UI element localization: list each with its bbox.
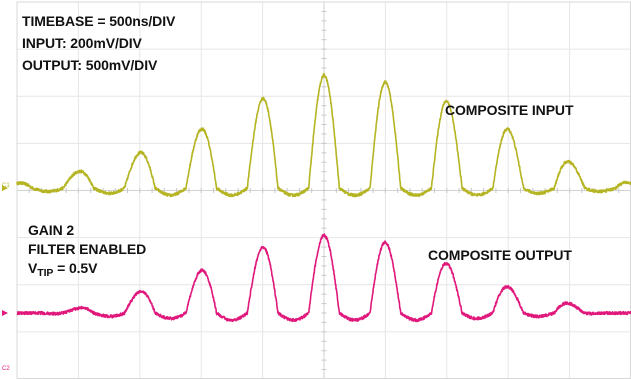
gain-label: GAIN 2: [28, 222, 75, 238]
filter-label: FILTER ENABLED: [28, 241, 147, 257]
vtip-value: = 0.5V: [53, 260, 98, 276]
channel-1-marker: C1: [2, 183, 10, 189]
composite-output-label: COMPOSITE OUTPUT: [428, 247, 572, 263]
vtip-label: VTIP = 0.5V: [28, 260, 98, 279]
composite-input-label: COMPOSITE INPUT: [445, 102, 574, 118]
vtip-subscript: TIP: [37, 267, 54, 279]
channel-1-ground-marker: [2, 185, 8, 192]
composite-input-trace: [16, 73, 631, 198]
composite-output-trace: [16, 233, 631, 323]
channel-2-marker: C2: [2, 366, 10, 372]
input-scale-label: INPUT: 200mV/DIV: [22, 35, 142, 51]
channel-2-ground-marker: [2, 310, 8, 317]
timebase-label: TIMEBASE = 500ns/DIV: [22, 13, 176, 29]
vtip-symbol: V: [28, 260, 38, 276]
traces: [2, 73, 631, 323]
output-scale-label: OUTPUT: 500mV/DIV: [22, 57, 158, 73]
